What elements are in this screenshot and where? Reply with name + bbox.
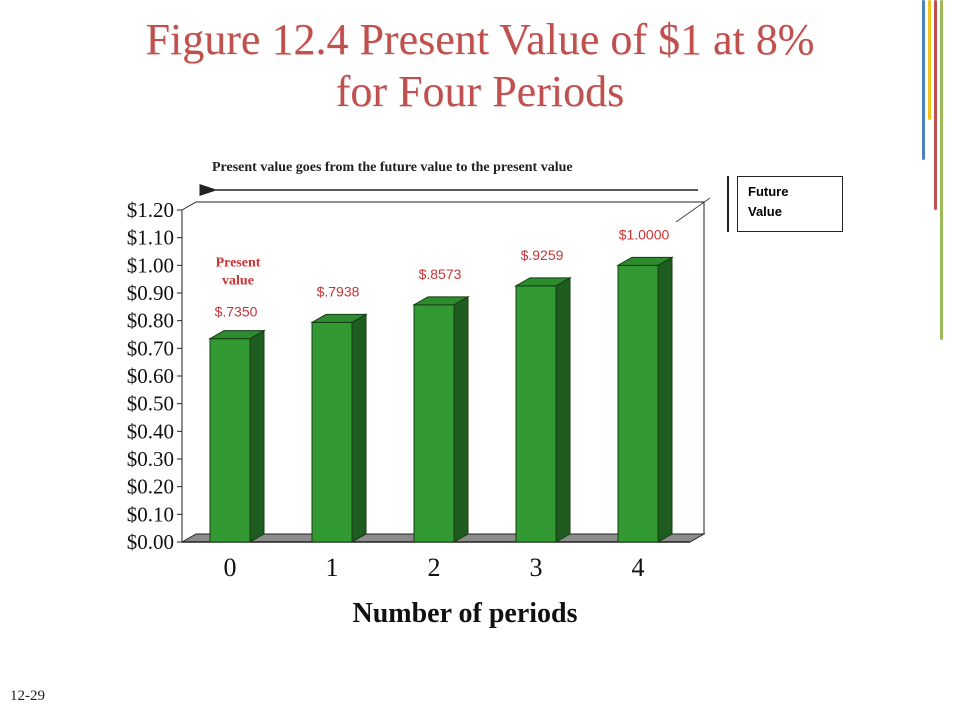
bar-top: [616, 256, 674, 266]
bar-top: [514, 277, 572, 287]
deco-line-red: [934, 0, 937, 210]
x-tick-label: 0: [224, 553, 237, 582]
title-line-1: Figure 12.4 Present Value of $1 at 8%: [145, 15, 815, 64]
bar-top: [208, 330, 266, 340]
callout-line-2: Value: [748, 204, 782, 219]
y-tick-label: $0.30: [127, 447, 174, 471]
y-tick-label: $1.00: [127, 253, 174, 277]
bar-top: [412, 296, 470, 306]
y-tick-label: $0.90: [127, 281, 174, 305]
x-tick-label: 3: [530, 553, 543, 582]
x-tick-label: 1: [326, 553, 339, 582]
bar: [209, 338, 251, 543]
y-tick-label: $0.40: [127, 419, 174, 443]
y-tick-label: $0.10: [127, 502, 174, 526]
deco-line-green: [940, 0, 943, 340]
slide-number: 12-29: [10, 688, 45, 704]
data-label: $.7350: [215, 304, 258, 320]
data-label: $.9259: [521, 247, 564, 263]
y-tick-label: $0.60: [127, 364, 174, 388]
bar-side: [351, 313, 367, 543]
data-label: $.7938: [317, 283, 360, 299]
slide-title: Figure 12.4 Present Value of $1 at 8% fo…: [80, 14, 880, 118]
callout-bracket: [727, 176, 729, 232]
y-tick-label: $1.20: [127, 198, 174, 222]
future-value-callout: Future Value: [737, 176, 843, 232]
title-line-2: for Four Periods: [335, 67, 625, 116]
bar: [617, 264, 659, 543]
bar-side: [555, 276, 571, 543]
y-tick-label: $0.50: [127, 392, 174, 416]
bar-side: [249, 329, 265, 543]
bar-side: [453, 295, 469, 543]
data-label: $1.0000: [619, 226, 670, 242]
present-value-note-line-2: value: [222, 274, 254, 289]
bar-top: [310, 313, 368, 323]
y-tick-label: $0.80: [127, 309, 174, 333]
x-tick-label: 4: [632, 553, 645, 582]
bar: [311, 321, 353, 543]
bar: [515, 285, 557, 543]
deco-line-yellow: [928, 0, 931, 120]
bar: [413, 304, 455, 543]
y-tick-label: $0.70: [127, 336, 174, 360]
y-tick-label: $0.20: [127, 475, 174, 499]
y-tick-label: $0.00: [127, 530, 174, 554]
present-value-note-line-1: Present: [216, 256, 261, 271]
x-axis-title: Number of periods: [352, 598, 578, 629]
callout-line-1: Future: [748, 184, 789, 199]
y-tick-label: $1.10: [127, 226, 174, 250]
arrow-caption: Present value goes from the future value…: [212, 160, 573, 175]
deco-line-blue: [922, 0, 925, 160]
data-label: $.8573: [419, 266, 462, 282]
x-tick-label: 2: [428, 553, 441, 582]
bar-side: [657, 256, 673, 543]
